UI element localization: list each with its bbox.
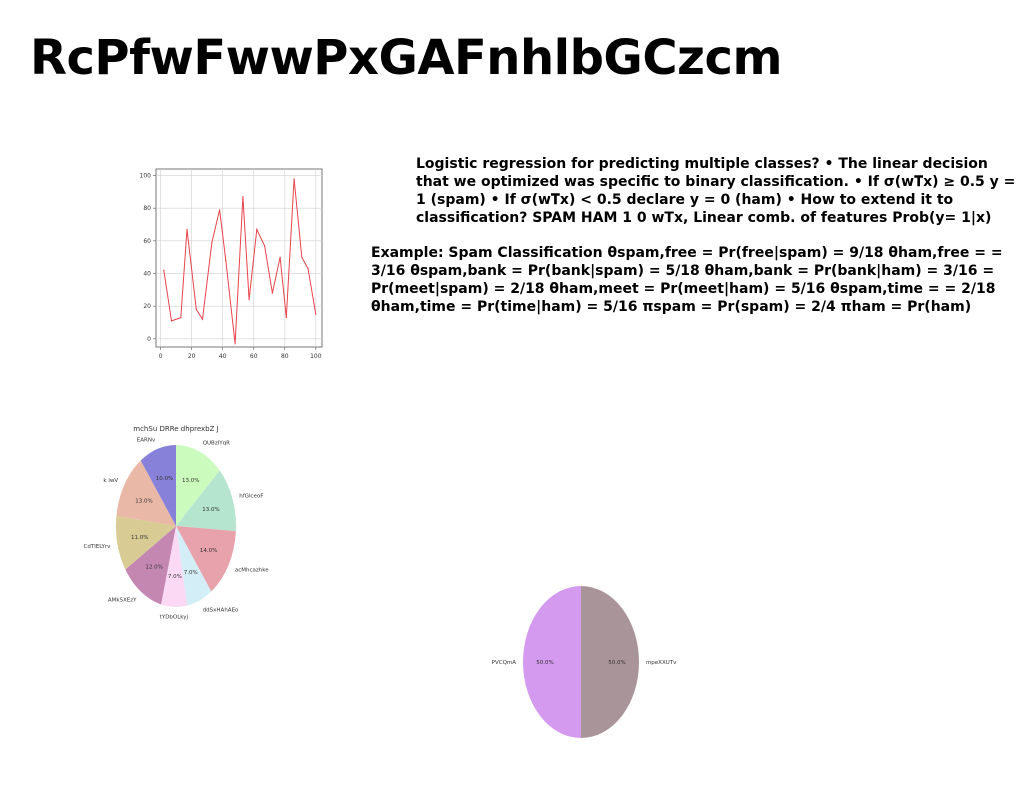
- pie-label: AMkSXEzY: [108, 597, 137, 603]
- pie-percent-label: 13.0%: [202, 507, 219, 513]
- data-point: [279, 256, 281, 258]
- data-point: [285, 317, 287, 319]
- y-tick-label: 40: [143, 271, 151, 278]
- pie-chart-2: mpeXXUTv 50.0% PVCQmA 50.0%: [492, 586, 677, 738]
- pie-chart-1: QUBzlYqR 13.0% hfGlceoF 13.0% acMhcazhke 14.0…: [84, 425, 270, 621]
- pie-label: mpeXXUTv: [646, 660, 677, 666]
- x-tick-label: 0: [159, 353, 163, 360]
- pie-slice: [176, 526, 236, 592]
- data-point: [256, 228, 258, 231]
- paragraph-spam-example: Example: Spam Classification θspam,free …: [371, 245, 1003, 315]
- pie-slice: [140, 445, 176, 526]
- data-point: [195, 308, 197, 311]
- data-point: [307, 268, 309, 270]
- pie-percent-label: 7.0%: [168, 574, 182, 580]
- pie-label: tYDbOLkyj: [160, 615, 189, 621]
- data-point: [180, 317, 182, 319]
- plot-frame: [155, 168, 323, 348]
- data-point: [301, 256, 303, 258]
- x-tick-label: 20: [188, 353, 196, 360]
- pie-slice: [176, 470, 236, 532]
- y-tick-label: 20: [143, 303, 151, 310]
- pie-slice: [125, 526, 176, 605]
- y-tick-label: 0: [147, 336, 151, 343]
- pie-percent-label: 13.0%: [182, 478, 199, 484]
- pie-percent-label: 13.0%: [135, 498, 152, 504]
- pie-slice: [523, 586, 581, 738]
- pie-slice: [581, 586, 639, 738]
- pie-label: acMhcazhke: [235, 568, 269, 574]
- data-point: [211, 241, 213, 244]
- x-tick-label: 80: [281, 353, 289, 360]
- data-point: [242, 196, 244, 198]
- pie-label: PVCQmA: [492, 660, 517, 666]
- page-title: RcPfwFwwPxGAFnhlbGCzcm: [30, 30, 782, 86]
- data-point: [271, 292, 273, 294]
- pie-title: mchSu DRRe dhprexbZ J: [133, 425, 218, 433]
- data-point: [170, 320, 173, 322]
- pie-label: CdTlELYrv: [84, 544, 112, 550]
- pie-percent-label: 7.0%: [184, 570, 198, 576]
- pie-slice: [176, 526, 212, 606]
- pie-label: ddSxHAhAEo: [203, 607, 239, 613]
- pie-label: hfGlceoF: [239, 493, 263, 499]
- data-point: [315, 313, 317, 315]
- data-point: [234, 343, 236, 345]
- pie-percent-label: 11.0%: [131, 535, 148, 541]
- line-chart: 0 20 40 60 80 100 0 20 40 60 80 100: [140, 168, 323, 360]
- data-point: [293, 178, 295, 180]
- pie-label: EARNv: [137, 438, 156, 444]
- x-tick-label: 60: [250, 353, 258, 360]
- data-point: [225, 259, 227, 262]
- y-tick-label: 80: [143, 205, 151, 212]
- data-point: [163, 269, 165, 271]
- pie-slice: [115, 515, 176, 570]
- pie-percent-label: 50.0%: [536, 660, 553, 666]
- pie-label: k iwV: [103, 478, 118, 484]
- data-point: [263, 245, 266, 247]
- data-point: [201, 318, 204, 320]
- pie-slice: [176, 445, 220, 526]
- paragraph-logistic-regression: Logistic regression for predicting multi…: [416, 156, 1016, 226]
- pie-slice: [161, 526, 188, 608]
- data-point: [219, 209, 221, 211]
- pie-label: QUBzlYqR: [203, 441, 230, 447]
- pie-percent-label: 50.0%: [608, 660, 625, 666]
- data-point: [186, 228, 188, 231]
- y-tick-label: 60: [143, 238, 151, 245]
- pie-percent-label: 10.0%: [156, 476, 173, 482]
- x-tick-label: 40: [219, 353, 227, 360]
- pie-slice: [116, 460, 176, 526]
- data-point: [248, 299, 250, 301]
- y-tick-label: 100: [140, 173, 152, 180]
- pie-percent-label: 12.0%: [145, 565, 162, 571]
- x-tick-label: 100: [310, 353, 322, 360]
- pie-percent-label: 14.0%: [200, 548, 217, 554]
